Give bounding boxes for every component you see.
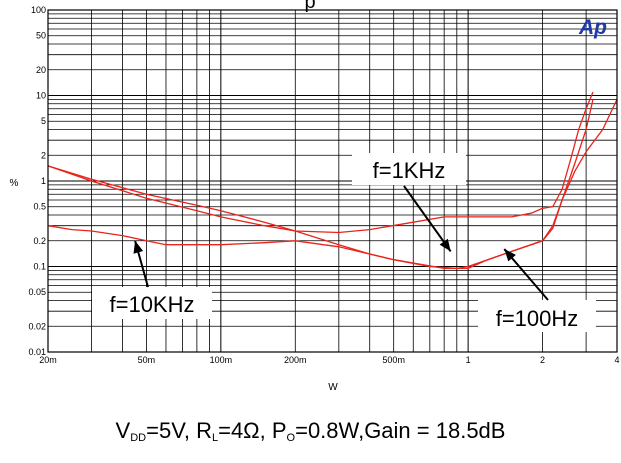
x-axis-label: W bbox=[328, 382, 338, 393]
caption-gain: =0.8W,Gain = 18.5dB bbox=[295, 418, 506, 443]
annotation-100hz: f=100Hz bbox=[478, 300, 596, 332]
chart-title-fragment: p bbox=[304, 0, 315, 13]
plot-frame bbox=[47, 9, 618, 353]
x-tick-label: 100m bbox=[210, 355, 233, 365]
annotation-arrow-head bbox=[504, 249, 516, 262]
y-tick-label: 0.2 bbox=[33, 236, 46, 246]
annotation-arrow-head bbox=[133, 240, 144, 254]
x-tick-label: 2 bbox=[540, 355, 545, 365]
y-tick-label: 50 bbox=[36, 31, 46, 41]
y-tick-label: 0.1 bbox=[33, 262, 46, 272]
y-tick-label: 20 bbox=[36, 65, 46, 75]
caption-v: V bbox=[115, 418, 131, 443]
caption-v-sub: DD bbox=[130, 432, 147, 444]
ap-logo: Ap bbox=[578, 16, 607, 39]
x-tick-label: 1 bbox=[466, 355, 471, 365]
x-tick-label: 500m bbox=[382, 355, 405, 365]
y-tick-label: 2 bbox=[41, 150, 46, 160]
y-tick-label: 10 bbox=[36, 91, 46, 101]
annotation-arrow-head bbox=[439, 238, 451, 252]
series-line-0 bbox=[47, 91, 594, 234]
y-tick-label: 0.5 bbox=[33, 202, 46, 212]
x-tick-label: 200m bbox=[284, 355, 307, 365]
caption-r-sub: L bbox=[211, 432, 219, 444]
caption-r: =5V, R bbox=[146, 418, 212, 443]
y-tick-label: 0.01 bbox=[28, 347, 46, 357]
annotation-arrow-shaft bbox=[403, 185, 452, 253]
y-tick-label: 0.05 bbox=[28, 287, 46, 297]
caption-p-sub: O bbox=[286, 432, 296, 444]
label-100hz: f=100Hz bbox=[496, 306, 579, 331]
y-tick-label: 1 bbox=[41, 176, 46, 186]
y-tick-label: 100 bbox=[31, 5, 46, 15]
y-tick-label: 5 bbox=[41, 116, 46, 126]
x-tick-label: 50m bbox=[138, 355, 156, 365]
x-tick-label: 20m bbox=[39, 355, 57, 365]
series-layer bbox=[47, 91, 618, 270]
test-conditions-caption: VDD=5V, RL=4Ω, PO=0.8W,Gain = 18.5dB bbox=[0, 418, 621, 444]
caption-p: =4Ω, P bbox=[218, 418, 287, 443]
annotation-arrows bbox=[133, 185, 549, 301]
x-tick-labels: 20m 50m 100m 200m 500m 1 2 4 bbox=[39, 355, 619, 365]
annotation-10khz: f=10KHz bbox=[92, 287, 212, 319]
series-line-1 bbox=[47, 99, 594, 270]
y-tick-labels: 0.01 0.02 0.05 0.1 0.2 0.5 1 2 5 10 20 50 100 bbox=[28, 5, 46, 357]
label-10khz: f=10KHz bbox=[110, 292, 195, 317]
series-line-2 bbox=[47, 99, 618, 270]
label-1khz: f=1KHz bbox=[373, 158, 446, 183]
y-tick-label: 0.02 bbox=[28, 321, 46, 331]
y-axis-label: % bbox=[10, 178, 19, 189]
annotation-1khz: f=1KHz bbox=[352, 153, 466, 185]
x-tick-label: 4 bbox=[614, 355, 619, 365]
